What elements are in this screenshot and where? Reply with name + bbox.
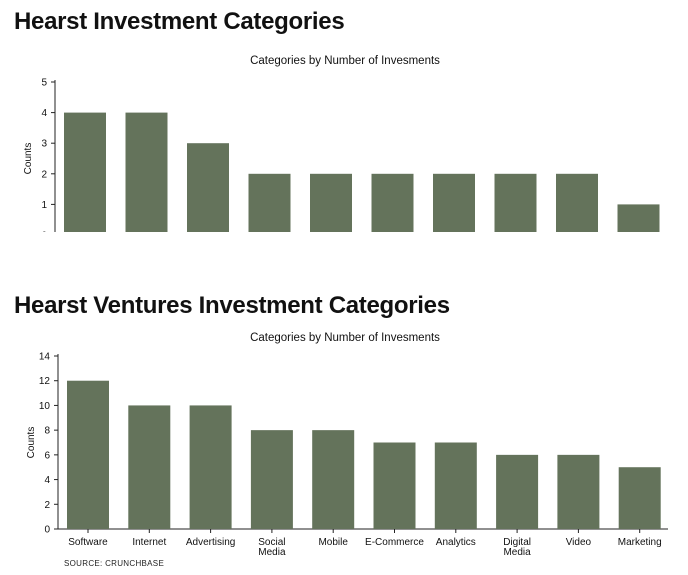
x-tick-label: E-Commerce: [365, 537, 424, 548]
bar: [617, 204, 660, 232]
bar: [189, 405, 232, 529]
y-tick-label: 2: [41, 169, 47, 180]
chart-1-heading: Hearst Investment Categories: [14, 8, 345, 35]
bar: [248, 173, 291, 232]
bar: [496, 454, 539, 529]
y-tick-label: 3: [41, 139, 47, 150]
bar: [125, 112, 168, 232]
bar: [371, 173, 414, 232]
bar: [187, 143, 229, 232]
y-tick-label: 0: [41, 231, 47, 233]
bar: [312, 430, 355, 529]
bar: [67, 380, 109, 529]
x-tick-label: Social Media: [258, 537, 286, 556]
bar: [494, 173, 537, 232]
chart-2-heading: Hearst Ventures Investment Categories: [14, 292, 450, 319]
bar: [64, 112, 106, 232]
y-axis-label: Counts: [26, 427, 37, 459]
x-tick-label: Advertising: [186, 537, 235, 548]
bar: [433, 173, 475, 232]
y-tick-label: 6: [44, 450, 50, 461]
y-tick-label: 10: [39, 401, 51, 412]
y-tick-label: 4: [44, 475, 50, 486]
y-tick-label: 1: [41, 200, 47, 211]
y-tick-label: 8: [44, 426, 50, 437]
bar: [128, 405, 171, 529]
x-tick-label: Marketing: [618, 537, 662, 548]
source-note: SOURCE: CRUNCHBASE: [64, 559, 165, 568]
x-tick-label: Analytics: [436, 537, 476, 548]
y-axis-label: Counts: [23, 143, 34, 175]
x-tick-label: Mobile: [318, 537, 348, 548]
y-tick-label: 0: [44, 525, 50, 536]
chart-2: Categories by Number of Invesments Counts…: [26, 332, 668, 556]
chart-title: Categories by Number of Invesments: [250, 55, 440, 67]
x-tick-label: Internet: [132, 537, 166, 548]
y-tick-label: 12: [39, 376, 51, 387]
chart-1: Categories by Number of Invesments Counts…: [23, 55, 660, 233]
y-tick-label: 5: [41, 78, 47, 89]
bar: [250, 430, 293, 529]
x-tick-label: Digital Media: [503, 537, 531, 556]
bar: [618, 467, 661, 529]
bar: [373, 442, 416, 529]
bar: [556, 173, 598, 232]
chart-title: Categories by Number of Invesments: [250, 332, 440, 344]
bar: [557, 454, 600, 529]
y-tick-label: 2: [44, 500, 50, 511]
y-tick-label: 4: [41, 108, 47, 119]
bar: [434, 442, 477, 529]
x-tick-label: Video: [566, 537, 592, 548]
bar: [310, 173, 352, 232]
x-tick-label: Software: [68, 537, 108, 548]
y-tick-label: 14: [39, 352, 51, 363]
